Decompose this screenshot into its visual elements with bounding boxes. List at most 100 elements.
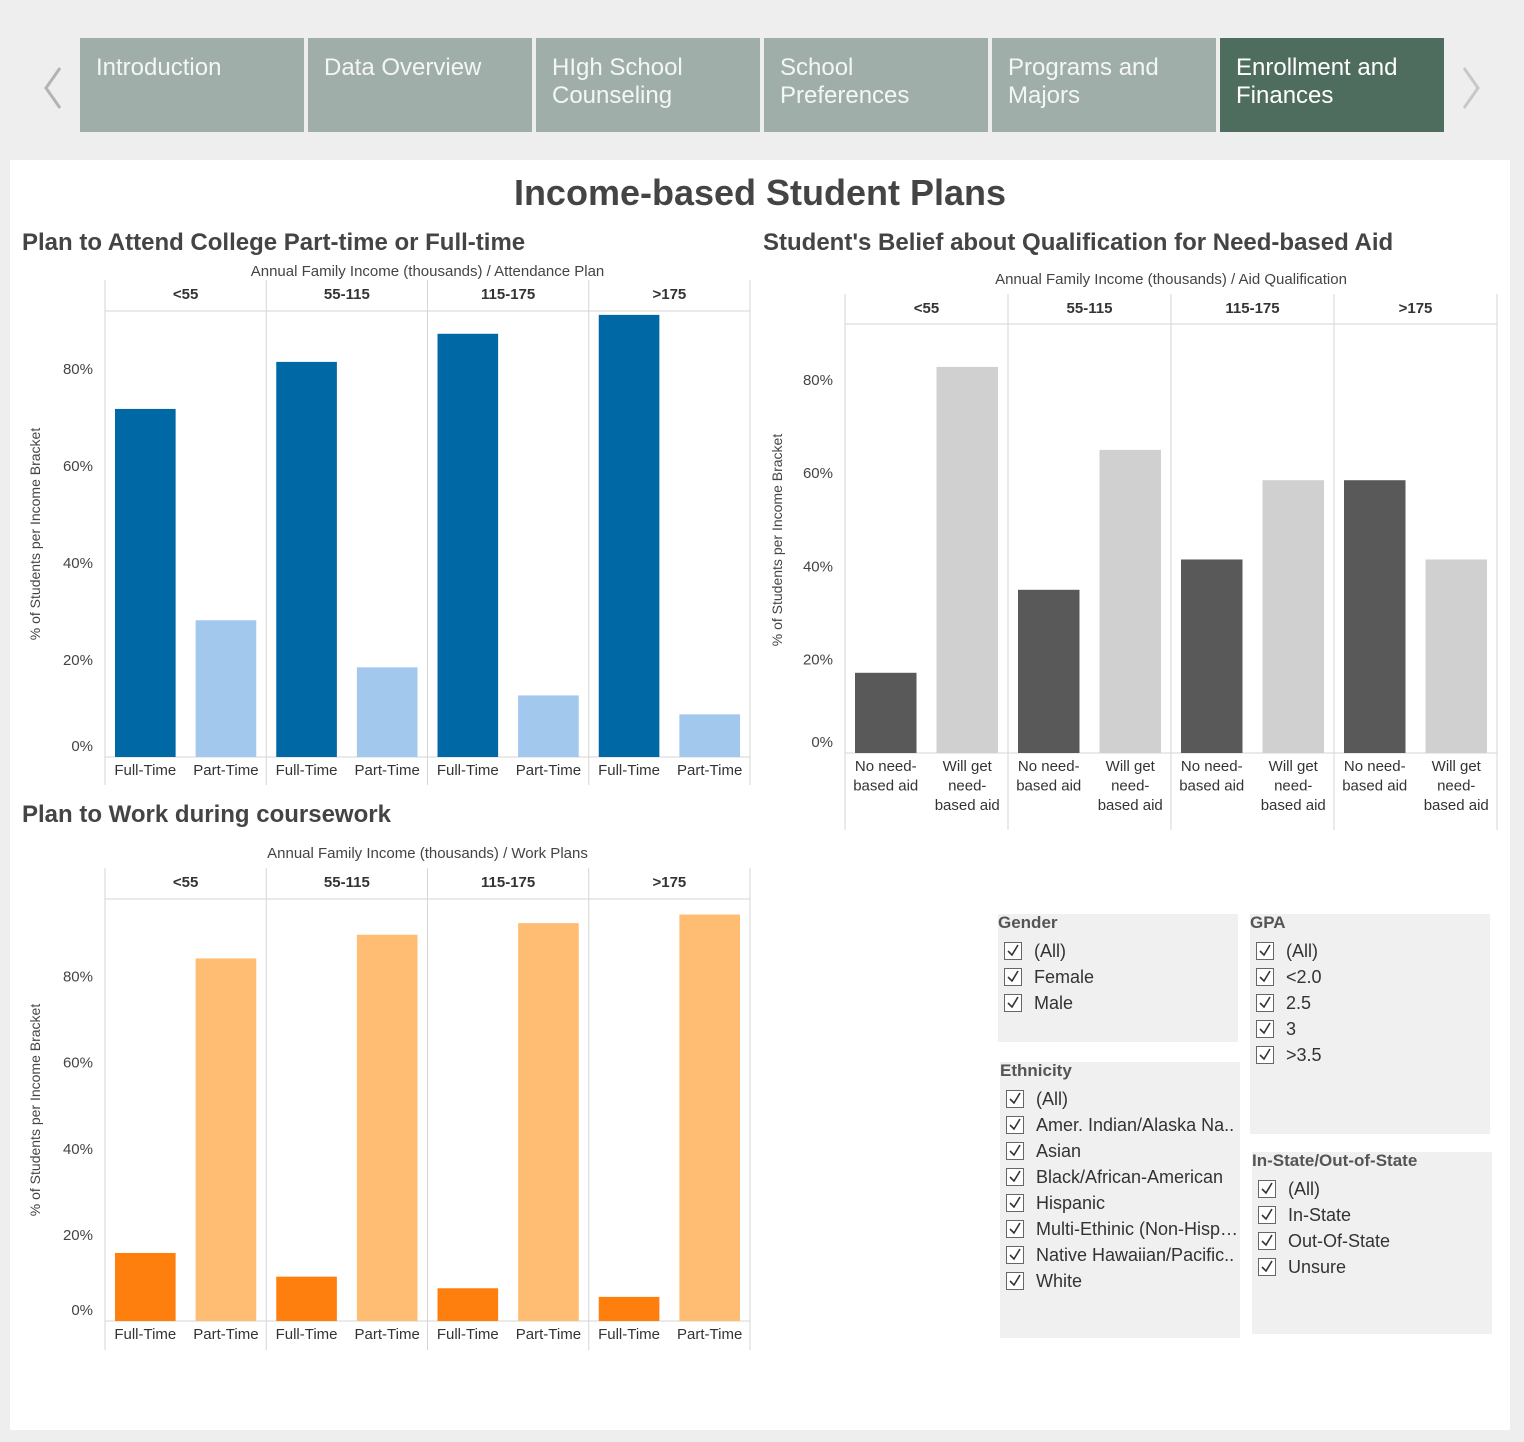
ethnicity-filter-option[interactable]: Multi-Ethinic (Non-Hisp… xyxy=(1000,1216,1240,1242)
previous-tab-button[interactable] xyxy=(32,60,72,116)
work-bar xyxy=(518,923,579,1321)
attendance-group-label: >175 xyxy=(652,286,686,303)
tab-programs-and-majors[interactable]: Programs and Majors xyxy=(992,38,1216,132)
filter-option-label: Out-Of-State xyxy=(1288,1230,1391,1251)
gender-filter-option[interactable]: (All) xyxy=(998,938,1238,964)
aid-category-label: Will get xyxy=(943,758,993,775)
attendance-bar xyxy=(518,695,579,757)
checkbox-checked-icon[interactable] xyxy=(1258,1258,1276,1276)
work-category-label: Full-Time xyxy=(276,1326,338,1343)
state-filter-option[interactable]: Out-Of-State xyxy=(1252,1228,1492,1254)
work-ytick-label: 80% xyxy=(63,969,93,986)
attendance-category-label: Full-Time xyxy=(114,762,176,779)
gender-filter-title: Gender xyxy=(998,913,1058,932)
checkbox-checked-icon[interactable] xyxy=(1004,942,1022,960)
gpa-filter-option[interactable]: >3.5 xyxy=(1250,1042,1490,1068)
tab-data-overview[interactable]: Data Overview xyxy=(308,38,532,132)
checkbox-checked-icon[interactable] xyxy=(1006,1246,1024,1264)
attendance-bar xyxy=(195,620,257,757)
gender-filter-option[interactable]: Female xyxy=(998,964,1238,990)
aid-ytick-label: 40% xyxy=(803,558,833,575)
aid-bar xyxy=(1181,559,1243,753)
checkbox-checked-icon[interactable] xyxy=(1006,1194,1024,1212)
aid-bar xyxy=(1099,449,1161,753)
ethnicity-filter-option[interactable]: Amer. Indian/Alaska Na.. xyxy=(1000,1112,1240,1138)
state-filter-option[interactable]: (All) xyxy=(1252,1176,1492,1202)
attendance-bar xyxy=(115,408,176,757)
ethnicity-filter-option[interactable]: Asian xyxy=(1000,1138,1240,1164)
work-ytick-label: 0% xyxy=(71,1302,93,1319)
checkbox-checked-icon[interactable] xyxy=(1006,1090,1024,1108)
gpa-filter-option[interactable]: 2.5 xyxy=(1250,990,1490,1016)
checkbox-checked-icon[interactable] xyxy=(1006,1272,1024,1290)
state-filter-option[interactable]: Unsure xyxy=(1252,1254,1492,1280)
ethnicity-filter-option[interactable]: Native Hawaiian/Pacific.. xyxy=(1000,1242,1240,1268)
checkbox-checked-icon[interactable] xyxy=(1004,968,1022,986)
tab-introduction[interactable]: Introduction xyxy=(80,38,304,132)
tab-enrollment-and-finances[interactable]: Enrollment and Finances xyxy=(1220,38,1444,132)
aid-bar xyxy=(936,366,998,753)
aid-bar xyxy=(855,672,917,753)
checkbox-checked-icon[interactable] xyxy=(1256,942,1274,960)
checkbox-checked-icon[interactable] xyxy=(1256,1046,1274,1064)
aid-category-label: Will get xyxy=(1269,758,1319,775)
next-tab-button[interactable] xyxy=(1452,60,1492,116)
aid-category-label: based aid xyxy=(1261,797,1326,814)
tab-school-preferences[interactable]: School Preferences xyxy=(764,38,988,132)
aid-ylabel: % of Students per Income Bracket xyxy=(769,434,785,647)
work-chart-title: Plan to Work during coursework xyxy=(22,801,391,828)
gpa-filter-option[interactable]: <2.0 xyxy=(1250,964,1490,990)
checkbox-checked-icon[interactable] xyxy=(1006,1142,1024,1160)
checkbox-checked-icon[interactable] xyxy=(1256,994,1274,1012)
work-bar xyxy=(195,958,257,1321)
attendance-bar xyxy=(437,333,499,757)
filter-option-label: Black/African-American xyxy=(1036,1166,1224,1187)
checkbox-checked-icon[interactable] xyxy=(1006,1168,1024,1186)
checkbox-checked-icon[interactable] xyxy=(1258,1206,1276,1224)
work-ytick-label: 20% xyxy=(63,1227,93,1244)
aid-ytick-label: 80% xyxy=(803,372,833,389)
attendance-ylabel: % of Students per Income Bracket xyxy=(27,428,43,641)
filter-option-label: Unsure xyxy=(1288,1256,1347,1277)
aid-header-label: Annual Family Income (thousands) / Aid Q… xyxy=(995,271,1347,288)
filter-option-label: Native Hawaiian/Pacific.. xyxy=(1036,1244,1235,1265)
aid-chart-title: Student's Belief about Qualification for… xyxy=(763,229,1394,256)
work-category-label: Full-Time xyxy=(598,1326,660,1343)
checkbox-checked-icon[interactable] xyxy=(1004,994,1022,1012)
ethnicity-filter-option[interactable]: Hispanic xyxy=(1000,1190,1240,1216)
gender-filter-option[interactable]: Male xyxy=(998,990,1238,1016)
aid-category-label: No need- xyxy=(1181,758,1243,775)
ethnicity-filter-option[interactable]: White xyxy=(1000,1268,1240,1294)
work-category-label: Full-Time xyxy=(114,1326,176,1343)
filter-option-label: Hispanic xyxy=(1036,1192,1106,1213)
filter-option-label: Asian xyxy=(1036,1140,1082,1161)
aid-category-label: based aid xyxy=(853,778,918,795)
aid-ytick-label: 0% xyxy=(811,734,833,751)
checkbox-checked-icon[interactable] xyxy=(1256,968,1274,986)
chevron-left-icon xyxy=(44,67,62,109)
state-filter-title: In-State/Out-of-State xyxy=(1252,1151,1418,1170)
work-bar xyxy=(598,1296,660,1321)
checkbox-checked-icon[interactable] xyxy=(1258,1232,1276,1250)
aid-bar xyxy=(1425,559,1487,753)
tab-high-school-counseling[interactable]: HIgh School Counseling xyxy=(536,38,760,132)
aid-category-label: need- xyxy=(1437,778,1475,795)
dashboard-title: Income-based Student Plans xyxy=(513,172,1007,213)
state-filter-option[interactable]: In-State xyxy=(1252,1202,1492,1228)
gpa-filter-option[interactable]: (All) xyxy=(1250,938,1490,964)
checkbox-checked-icon[interactable] xyxy=(1256,1020,1274,1038)
attendance-bar xyxy=(356,667,418,757)
checkbox-checked-icon[interactable] xyxy=(1258,1180,1276,1198)
work-category-label: Part-Time xyxy=(677,1326,742,1343)
gpa-filter-option[interactable]: 3 xyxy=(1250,1016,1490,1042)
aid-category-label: need- xyxy=(1274,778,1312,795)
ethnicity-filter-option[interactable]: (All) xyxy=(1000,1086,1240,1112)
checkbox-checked-icon[interactable] xyxy=(1006,1220,1024,1238)
attendance-category-label: Part-Time xyxy=(193,762,258,779)
aid-category-label: Will get xyxy=(1106,758,1156,775)
checkbox-checked-icon[interactable] xyxy=(1006,1116,1024,1134)
ethnicity-filter-option[interactable]: Black/African-American xyxy=(1000,1164,1240,1190)
filter-option-label: 2.5 xyxy=(1286,992,1312,1013)
work-header-label: Annual Family Income (thousands) / Work … xyxy=(267,845,588,862)
